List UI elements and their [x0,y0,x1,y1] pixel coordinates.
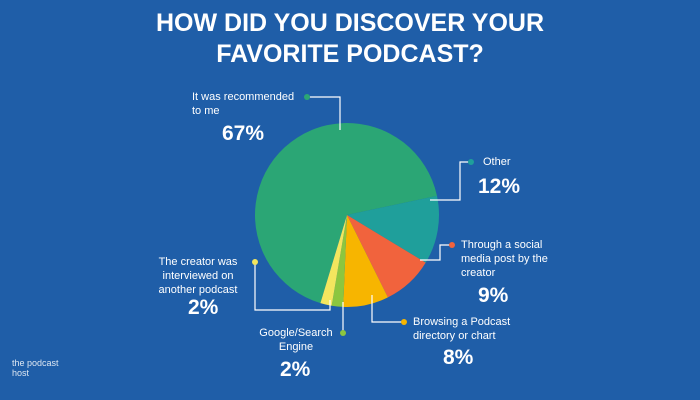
value-label: 12% [478,175,521,198]
pie-slice [331,215,347,307]
slice-label: Other [483,156,511,168]
pie-slice [320,215,347,306]
slice-label: Browsing a Podcast directory or chart [413,316,511,342]
label-dot [340,330,346,336]
pie-slice [347,215,426,298]
pie-slice [343,215,388,307]
label-dot [252,259,258,265]
logo: the podcast host [12,358,59,378]
value-label: 2% [188,296,219,319]
leader-line [420,244,452,261]
pie [255,123,440,307]
leader-line [430,161,471,201]
slice-label: Google/Search Engine [259,327,333,353]
label-dot [449,242,455,248]
value-label: 67% [222,122,265,145]
slice-label: The creator was interviewed on another p… [158,256,238,296]
pie-slice [347,195,440,263]
slice-label: It was recommended to me [192,91,295,117]
label-dot [468,159,474,165]
value-label: 9% [478,284,509,307]
leader-line [254,262,331,311]
value-label: 8% [443,346,474,369]
label-dot [304,94,310,100]
slice-label: Through a social media post by the creat… [461,239,548,279]
leader-line [307,96,341,130]
label-dot [401,319,407,325]
leader-line [371,295,404,323]
pie-slice [255,123,437,304]
value-label: 2% [280,358,311,381]
chart-title: HOW DID YOU DISCOVER YOUR FAVORITE PODCA… [155,9,544,68]
